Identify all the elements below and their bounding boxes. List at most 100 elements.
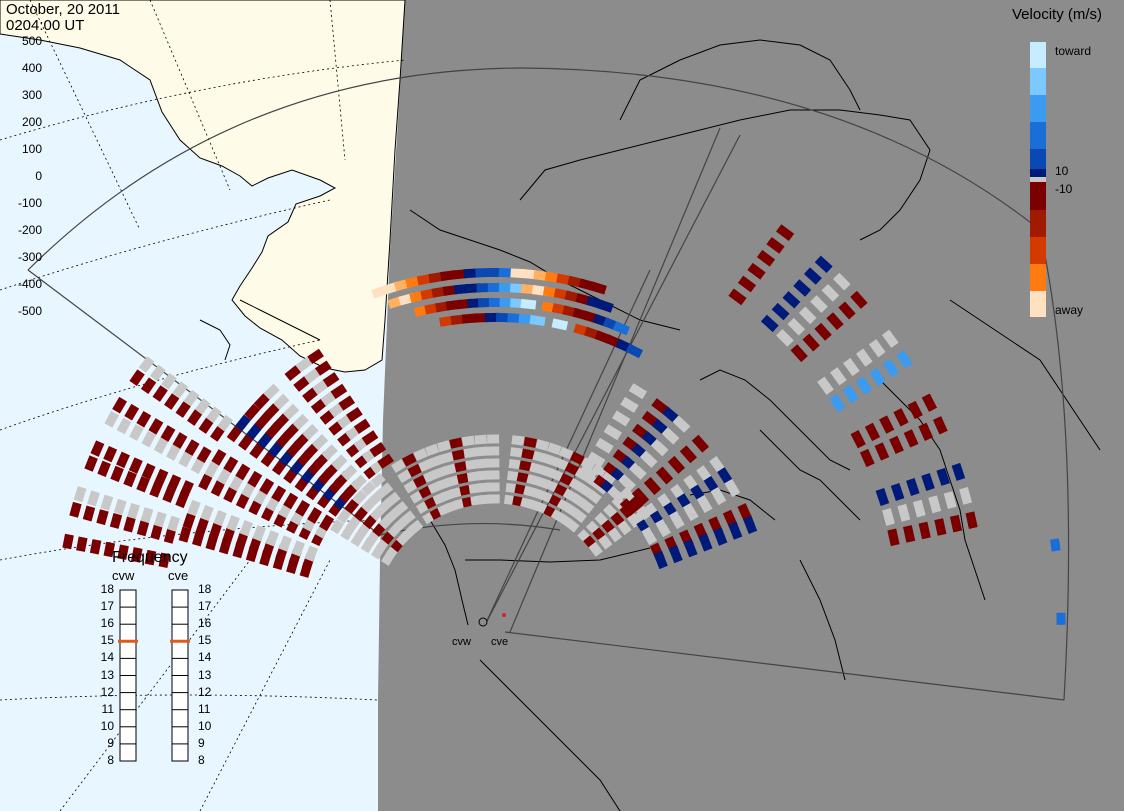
echo-cell xyxy=(253,393,270,410)
echo-cell xyxy=(628,496,644,512)
echo-cell xyxy=(340,525,355,541)
frequency-tick-label: 10 xyxy=(198,718,212,733)
echo-cell xyxy=(628,383,648,400)
echo-cell xyxy=(184,439,200,456)
echo-cell xyxy=(510,268,526,279)
echo-cell xyxy=(418,458,433,473)
echo-cell xyxy=(400,510,416,525)
echo-cell xyxy=(802,333,820,352)
velocity-inner-label: -10 xyxy=(1055,182,1073,196)
echo-cell xyxy=(869,367,886,387)
echo-cell xyxy=(110,465,124,483)
echo-cell xyxy=(523,436,537,448)
echo-cell xyxy=(73,486,87,503)
echo-cell xyxy=(154,468,169,486)
echo-cell xyxy=(564,462,580,476)
echo-cell xyxy=(842,385,859,404)
echo-cell xyxy=(175,401,191,418)
echo-cell xyxy=(124,403,140,421)
echo-cell xyxy=(477,470,490,481)
echo-cell xyxy=(874,442,890,461)
echo-cell xyxy=(321,444,338,461)
frequency-tick-label: 9 xyxy=(107,735,114,750)
echo-cell xyxy=(331,454,348,471)
echo-cell xyxy=(97,460,111,477)
velocity-tick: 500 xyxy=(21,34,42,48)
echo-cell xyxy=(200,504,214,522)
echo-cell xyxy=(661,427,680,445)
echo-cell xyxy=(249,442,265,459)
echo-cell xyxy=(798,306,817,325)
echo-cell xyxy=(586,489,602,505)
echo-cell xyxy=(205,534,219,551)
frequency-tick-label: 16 xyxy=(198,616,212,631)
echo-cell xyxy=(322,372,340,388)
echo-cell xyxy=(487,470,500,480)
echo-cell xyxy=(532,450,547,463)
echo-cell xyxy=(319,514,335,532)
echo-cell xyxy=(127,502,140,520)
echo-cell xyxy=(247,470,263,488)
echo-cell xyxy=(760,314,779,333)
echo-cell xyxy=(475,267,491,278)
echo-cell xyxy=(487,482,500,492)
echo-cell xyxy=(216,468,232,485)
echo-cell xyxy=(295,356,313,373)
echo-cell xyxy=(369,489,385,505)
night-terminator-region xyxy=(378,0,1124,811)
velocity-swatch xyxy=(1030,177,1046,182)
echo-cell xyxy=(330,519,345,535)
echo-cell xyxy=(521,448,535,460)
echo-cell xyxy=(589,281,607,295)
echo-cell xyxy=(498,267,515,278)
alaska-land xyxy=(0,0,406,373)
echo-cell xyxy=(782,291,801,309)
echo-cell xyxy=(378,482,394,497)
echo-cell xyxy=(810,295,828,313)
frequency-tick-label: 17 xyxy=(198,599,212,614)
echo-cell xyxy=(153,511,167,528)
echo-cell xyxy=(907,400,923,420)
velocity-inner-label: 10 xyxy=(1055,164,1069,178)
echo-cell xyxy=(881,329,899,348)
velocity-swatch xyxy=(1030,237,1046,264)
velocity-swatch xyxy=(1030,291,1046,317)
echo-cell xyxy=(350,474,367,491)
echo-cell xyxy=(897,503,911,522)
frequency-tick-label: 12 xyxy=(100,684,114,699)
echo-cell xyxy=(487,268,503,277)
echo-cell xyxy=(580,457,596,472)
echo-cell xyxy=(408,519,424,535)
echo-cell xyxy=(890,482,905,502)
echo-cell xyxy=(210,480,226,497)
echo-cell xyxy=(265,530,280,547)
echo-cell xyxy=(163,527,177,544)
velocity-swatch xyxy=(1030,42,1046,68)
echo-cell xyxy=(539,465,554,478)
cvw-radar-site xyxy=(478,617,488,627)
echo-cell xyxy=(554,457,569,471)
echo-cell xyxy=(588,541,603,557)
velocity-tick: 100 xyxy=(21,142,42,156)
echo-cell xyxy=(932,416,948,435)
echo-cell xyxy=(314,360,332,376)
echo-cell xyxy=(393,501,409,516)
echo-cell xyxy=(855,348,873,367)
echo-cell xyxy=(307,348,324,365)
echo-cell xyxy=(889,435,904,455)
echo-cell xyxy=(198,417,214,434)
echo-cell xyxy=(466,471,481,482)
echo-cell xyxy=(1056,612,1066,625)
echo-cell xyxy=(520,298,537,310)
echo-cell xyxy=(338,395,356,411)
echo-cell xyxy=(766,237,785,254)
echo-cell xyxy=(921,472,935,492)
echo-cell xyxy=(291,540,306,557)
velocity-tick: 0 xyxy=(35,169,42,183)
echo-cell xyxy=(826,312,844,331)
echo-cell xyxy=(141,463,156,480)
echo-cell xyxy=(454,460,468,473)
echo-cell xyxy=(397,469,413,484)
echo-cell xyxy=(103,445,118,463)
